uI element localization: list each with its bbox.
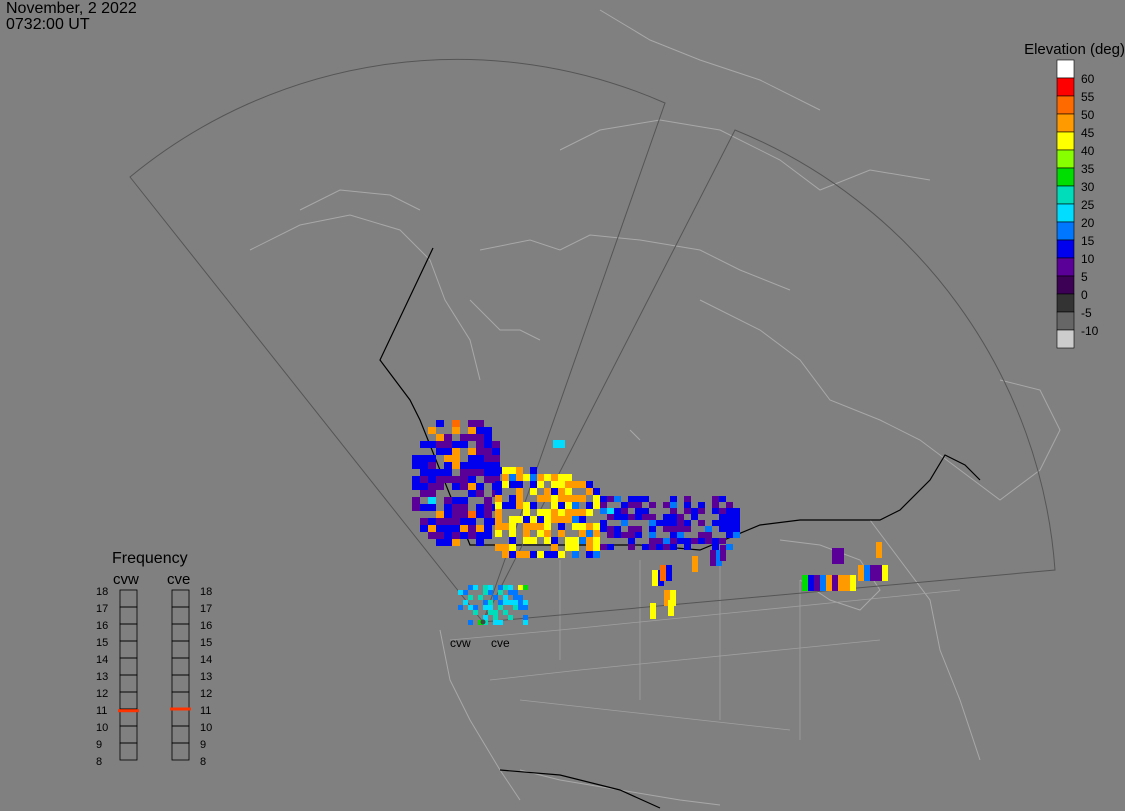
legend-label: 45 [1081, 126, 1095, 140]
freq-bin [171, 674, 190, 693]
freq-bin [119, 640, 138, 659]
freq-bin [119, 691, 138, 710]
freq-tick-label: 16 [96, 620, 108, 632]
freq-tick-label: 16 [200, 620, 212, 632]
site-marker-cvw [480, 619, 486, 625]
freq-tick-label: 17 [200, 603, 212, 615]
date-label: November, 2 2022 [6, 0, 137, 17]
legend-label: 10 [1081, 252, 1095, 266]
freq-bin [119, 742, 138, 761]
freq-tick-label: 9 [96, 739, 102, 751]
freq-bin [171, 691, 190, 710]
state-boundaries [449, 560, 961, 740]
freq-bin [171, 657, 190, 676]
freq-tick-label: 14 [200, 654, 212, 666]
legend-swatch [1056, 95, 1075, 115]
freq-bin [171, 640, 190, 659]
legend-swatch [1056, 329, 1075, 349]
freq-tick-label: 10 [200, 722, 212, 734]
site-label-cvw: cvw [450, 636, 471, 650]
time-label: 0732:00 UT [6, 16, 90, 33]
freq-bin [119, 674, 138, 693]
legend-label: 0 [1081, 288, 1088, 302]
legend-swatch [1056, 311, 1075, 331]
freq-tick-label: 11 [200, 705, 211, 717]
site-label-cve: cve [491, 636, 510, 650]
freq-tick-label: 14 [96, 654, 108, 666]
legend-label: 30 [1081, 180, 1095, 194]
frequency-panel: cvw cve 18 17 16 15 14 13 12 11 10 9 8 18 17 16 15 14 13… [96, 571, 212, 768]
legend-swatch [1056, 185, 1075, 205]
coastlines [249, 9, 1061, 806]
frequency-title: Frequency [112, 550, 188, 567]
legend-swatch [1056, 149, 1075, 169]
legend-label: 60 [1081, 72, 1095, 86]
elevation-scatter [412, 420, 888, 625]
freq-tick-label: 17 [96, 603, 108, 615]
legend-swatch [1056, 113, 1075, 133]
legend-label: -10 [1081, 324, 1099, 338]
freq-tick-label: 8 [96, 756, 102, 768]
freq-tick-label: 10 [96, 722, 108, 734]
fov-outlines [129, 58, 1056, 624]
legend-label: -5 [1081, 306, 1092, 320]
freq-bin [171, 623, 190, 642]
freq-radar-label-cvw: cvw [113, 571, 139, 588]
legend-label: 55 [1081, 90, 1095, 104]
legend-swatch [1056, 293, 1075, 313]
freq-radar-label-cve: cve [167, 571, 190, 588]
freq-bin [119, 657, 138, 676]
legend-label: 35 [1081, 162, 1095, 176]
freq-tick-label: 15 [96, 637, 108, 649]
legend-swatch [1056, 275, 1075, 295]
legend-swatch [1056, 257, 1075, 277]
legend-label: 25 [1081, 198, 1095, 212]
freq-tick-label: 9 [200, 739, 206, 751]
freq-tick-label: 8 [200, 756, 206, 768]
freq-tick-label: 18 [96, 586, 108, 598]
freq-tick-label: 11 [96, 705, 107, 717]
freq-marker-cvw [118, 709, 139, 713]
freq-bin [171, 606, 190, 625]
freq-bin [171, 742, 190, 761]
freq-marker-cve [170, 707, 191, 711]
legend-swatch [1056, 239, 1075, 259]
legend-swatch [1056, 221, 1075, 241]
site-markers: cvw cve [450, 619, 510, 650]
freq-bin [119, 606, 138, 625]
legend-swatch [1056, 131, 1075, 151]
freq-bin [171, 708, 190, 727]
legend-label: 40 [1081, 144, 1095, 158]
freq-tick-label: 12 [96, 688, 108, 700]
freq-tick-label: 15 [200, 637, 212, 649]
legend-label: 15 [1081, 234, 1095, 248]
freq-bin [171, 725, 190, 744]
legend-swatch [1056, 77, 1075, 97]
legend-title: Elevation (deg) [1024, 41, 1125, 58]
freq-bin [119, 589, 138, 608]
legend-label: 20 [1081, 216, 1095, 230]
freq-bin [171, 589, 190, 608]
freq-tick-label: 12 [200, 688, 212, 700]
freq-tick-label: 13 [96, 671, 108, 683]
legend-swatch [1056, 167, 1075, 187]
legend-swatch [1056, 203, 1075, 223]
legend-label: 5 [1081, 270, 1088, 284]
freq-tick-label: 18 [200, 586, 212, 598]
freq-tick-label: 13 [200, 671, 212, 683]
legend-swatch [1056, 59, 1075, 79]
freq-bin [119, 623, 138, 642]
legend-label: 50 [1081, 108, 1095, 122]
freq-bin [119, 725, 138, 744]
